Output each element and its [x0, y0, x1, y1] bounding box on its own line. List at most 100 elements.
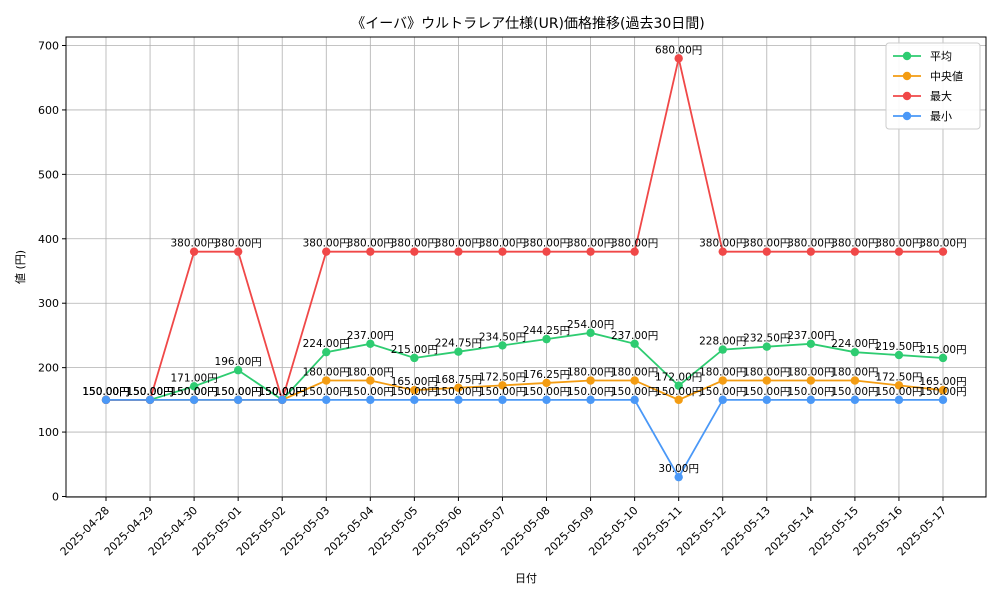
data-label: 150.00円	[126, 386, 173, 398]
data-label: 196.00円	[215, 356, 262, 368]
data-point	[938, 247, 948, 256]
data-point	[586, 247, 595, 256]
data-label: 180.00円	[611, 367, 658, 379]
data-point	[850, 347, 860, 357]
data-label: 150.00円	[523, 386, 570, 398]
data-point	[938, 353, 948, 363]
data-label: 150.00円	[126, 386, 173, 398]
data-point	[498, 341, 507, 350]
data-point	[410, 247, 419, 256]
data-label: 150.00円	[170, 386, 217, 398]
series-line	[106, 331, 944, 402]
data-label: 380.00円	[743, 238, 790, 250]
legend-swatch-marker	[902, 111, 912, 121]
data-point	[410, 385, 419, 395]
data-point	[454, 347, 463, 356]
data-label: 237.00円	[611, 330, 658, 342]
data-point	[586, 395, 595, 405]
data-point	[189, 247, 199, 256]
data-label: 232.50円	[743, 333, 790, 345]
data-point	[850, 376, 860, 385]
legend-label: 最小	[930, 110, 952, 123]
data-label: 171.00円	[170, 372, 217, 384]
series-line	[106, 398, 943, 479]
data-label: 150.00円	[259, 386, 306, 398]
y-tick-label: 500	[38, 168, 59, 181]
data-label: 219.50円	[875, 341, 922, 353]
data-point	[938, 385, 948, 395]
data-point	[674, 54, 683, 63]
data-label: 176.25円	[523, 369, 570, 381]
data-label: 180.00円	[787, 367, 834, 379]
data-label: 234.50円	[479, 331, 526, 343]
data-point	[586, 376, 595, 385]
data-point	[850, 247, 860, 256]
chart-title: 《イーバ》ウルトラレア仕様(UR)価格推移(過去30日間)	[351, 16, 705, 32]
data-point	[366, 247, 375, 256]
data-label: 150.00円	[259, 386, 306, 398]
data-point	[718, 395, 727, 405]
data-point	[189, 395, 199, 405]
data-label: 150.00円	[126, 386, 173, 398]
data-label: 380.00円	[787, 238, 834, 250]
grid	[66, 37, 986, 497]
data-point	[454, 395, 463, 405]
data-label: 180.00円	[699, 367, 746, 379]
series-line	[106, 58, 943, 404]
data-label: 150.00円	[303, 386, 350, 398]
data-label: 680.00円	[655, 44, 702, 56]
data-label: 380.00円	[875, 238, 922, 250]
data-point	[233, 247, 243, 256]
data-point	[718, 376, 727, 385]
data-label: 150.00円	[126, 386, 173, 398]
legend-label: 中央値	[930, 70, 963, 83]
data-label: 150.00円	[347, 386, 394, 398]
y-tick-label: 700	[38, 40, 59, 53]
data-point	[322, 395, 331, 405]
data-point	[498, 381, 507, 390]
data-label: 228.00円	[699, 336, 746, 348]
data-label: 180.00円	[743, 367, 790, 379]
y-tick-label: 600	[38, 104, 59, 117]
data-label: 380.00円	[831, 238, 878, 250]
data-label: 150.00円	[82, 386, 129, 398]
data-point	[674, 472, 683, 482]
data-point	[806, 376, 816, 385]
data-label: 150.00円	[170, 386, 217, 398]
data-point	[322, 347, 331, 357]
data-point	[674, 395, 683, 405]
data-point	[894, 350, 904, 360]
data-label: 215.00円	[919, 344, 966, 356]
data-label: 380.00円	[611, 238, 658, 250]
data-label: 150.00円	[259, 386, 306, 398]
data-label: 150.00円	[82, 386, 129, 398]
data-point	[233, 395, 243, 405]
data-label: 380.00円	[567, 238, 614, 250]
data-point	[454, 383, 463, 392]
data-point	[366, 376, 375, 385]
data-point	[322, 376, 331, 385]
data-label: 380.00円	[435, 238, 482, 250]
data-label: 150.00円	[831, 386, 878, 398]
data-label: 30.00円	[658, 463, 699, 475]
data-point	[189, 382, 199, 391]
data-label: 380.00円	[919, 238, 966, 250]
data-label: 172.50円	[479, 371, 526, 383]
data-point	[630, 376, 639, 385]
data-label: 150.00円	[919, 386, 966, 398]
y-tick-label: 0	[52, 491, 59, 504]
data-point	[630, 247, 639, 256]
data-point	[542, 334, 551, 344]
x-axis: 2025-04-282025-04-292025-04-302025-05-01…	[58, 497, 949, 558]
data-point	[762, 342, 771, 351]
legend-label: 最大	[930, 89, 952, 103]
data-point	[762, 247, 771, 256]
data-point	[674, 381, 683, 390]
data-point	[718, 345, 727, 354]
data-label: 380.00円	[347, 238, 394, 250]
data-label: 224.00円	[831, 338, 878, 350]
data-label: 180.00円	[567, 367, 614, 379]
data-label: 224.00円	[303, 338, 350, 350]
